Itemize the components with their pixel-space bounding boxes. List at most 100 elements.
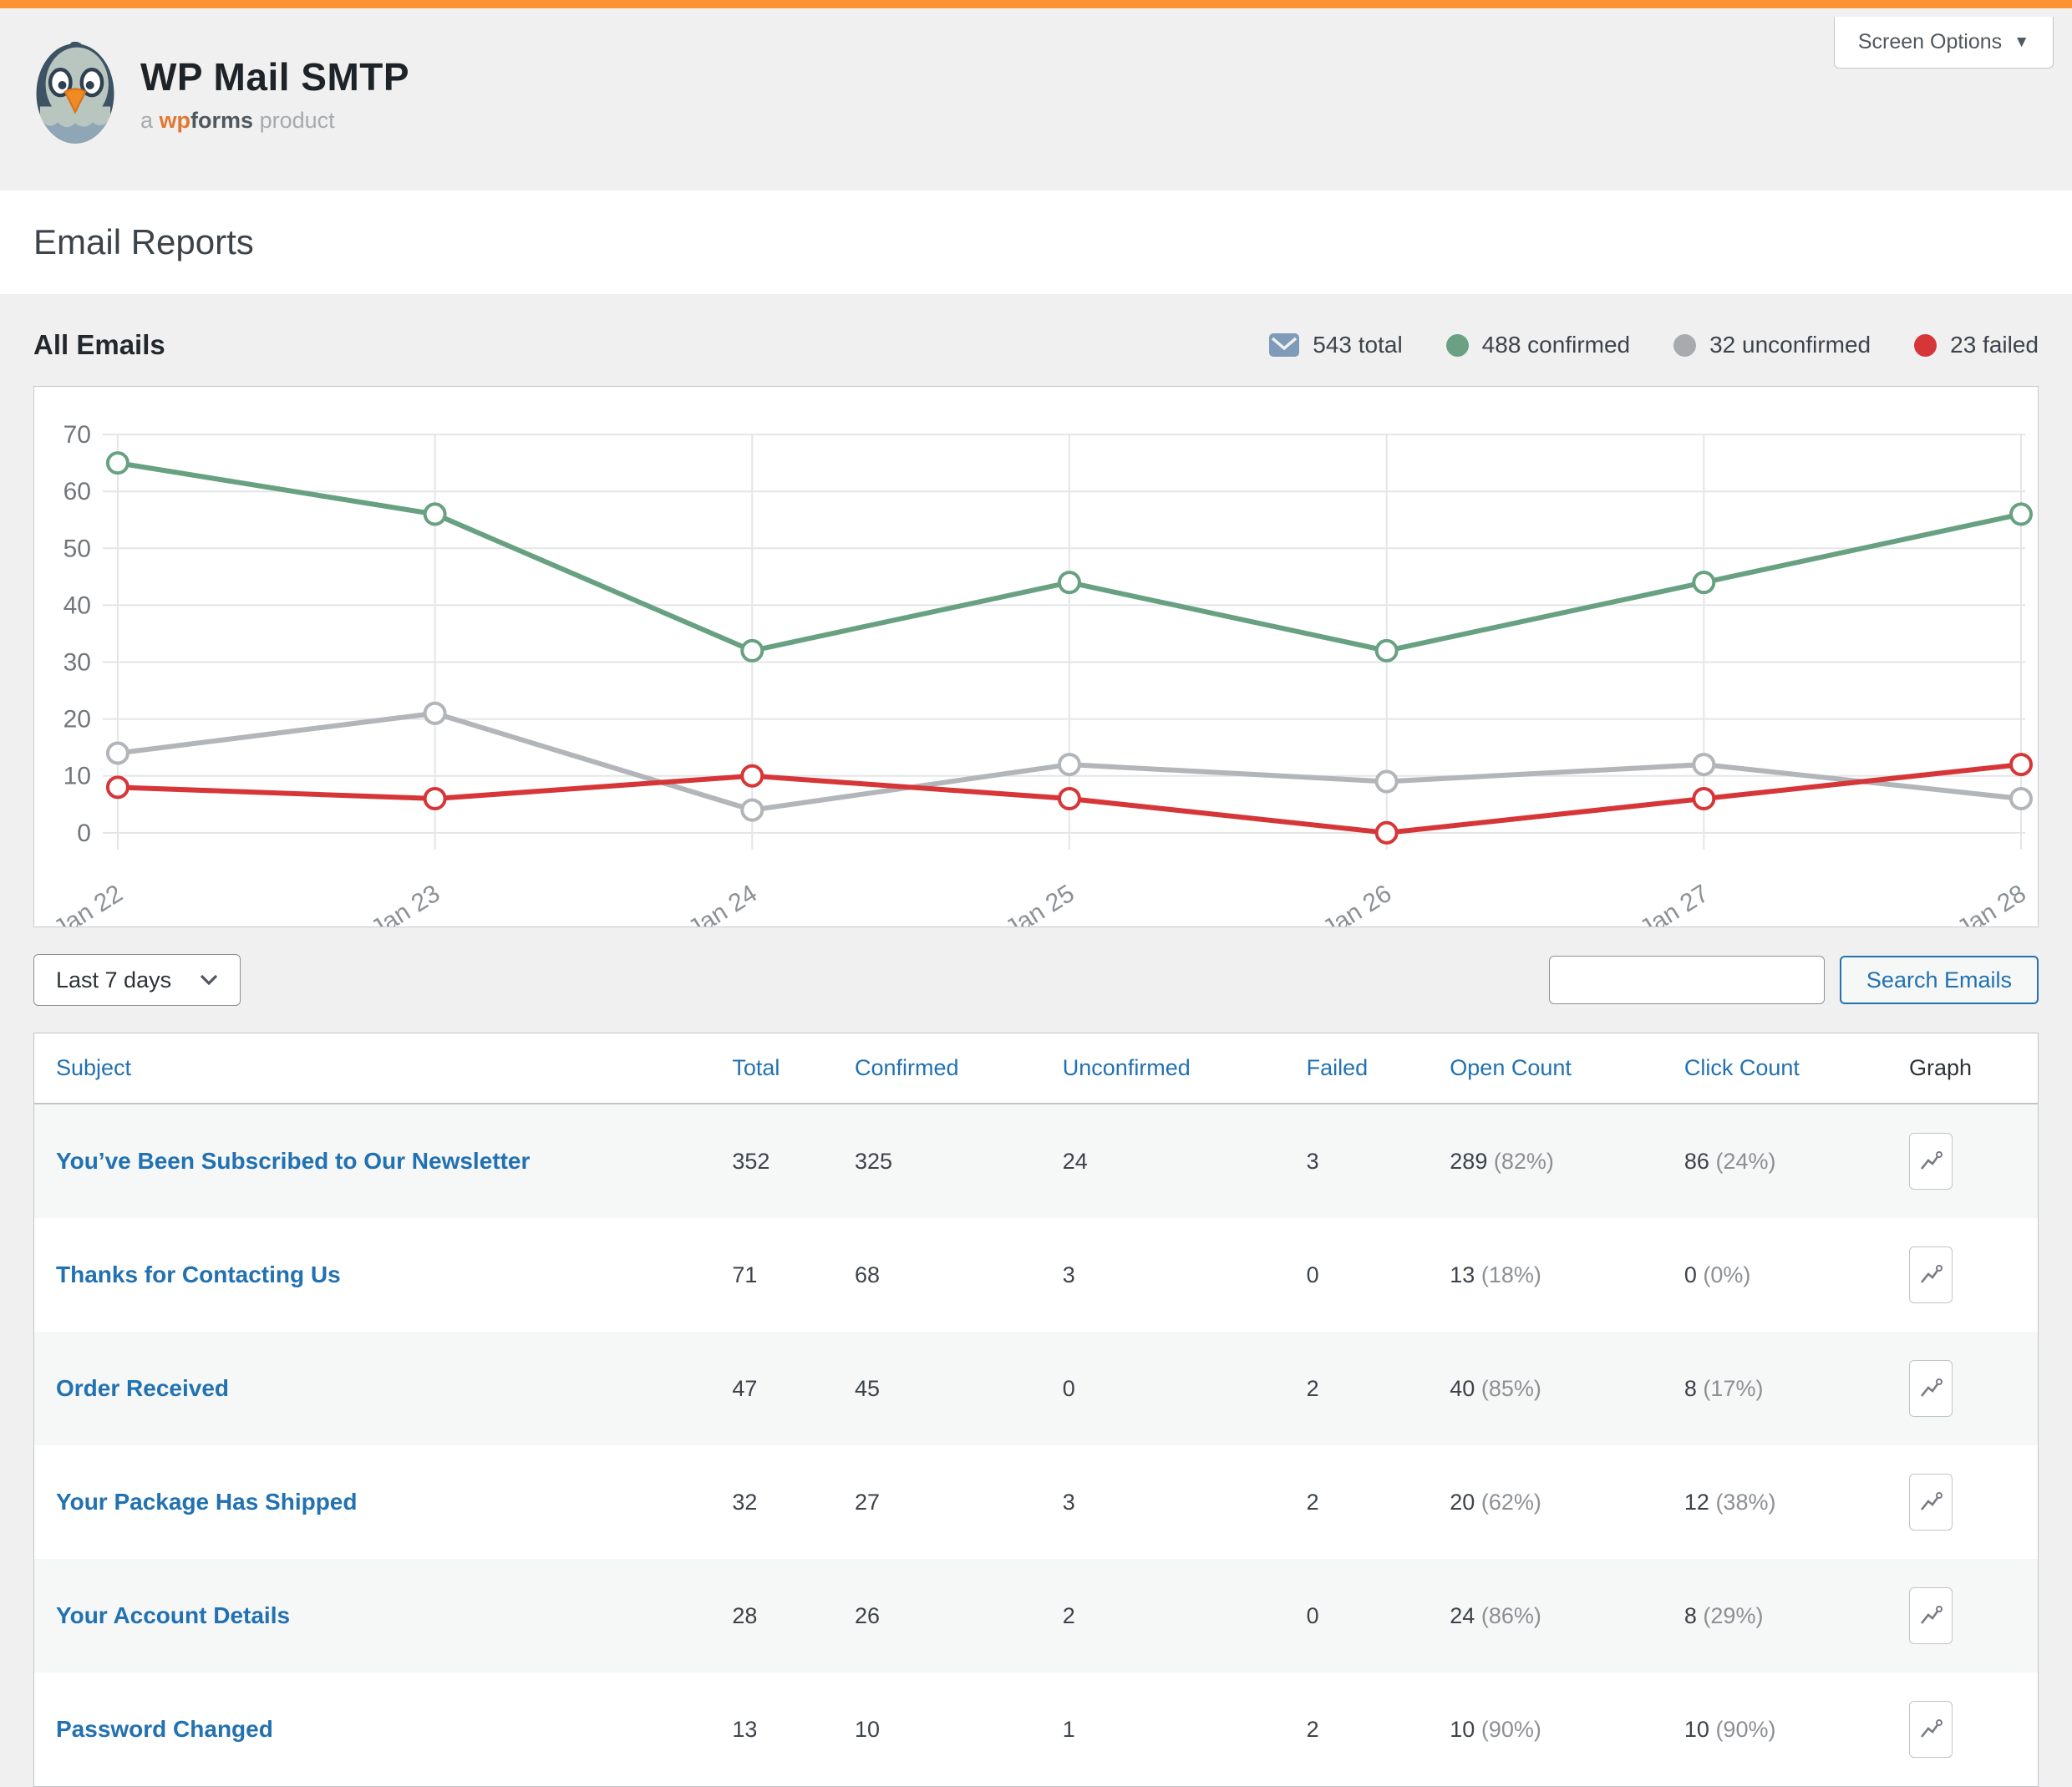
app-subtitle: a wpforms product — [140, 108, 409, 134]
open-count-value: 13 — [1450, 1262, 1475, 1287]
search-emails-button[interactable]: Search Emails — [1839, 956, 2039, 1004]
dot-icon — [1673, 333, 1697, 357]
subtitle-prefix: a — [140, 107, 154, 133]
cell-confirmed: 10 — [855, 1716, 881, 1742]
data-point-confirmed — [105, 451, 130, 475]
y-tick-label: 20 — [63, 706, 91, 734]
open-count-percent: (85%) — [1480, 1375, 1541, 1401]
y-tick-label: 70 — [63, 421, 91, 449]
legend-label: 32 unconfirmed — [1709, 332, 1871, 358]
column-header-click-count[interactable]: Click Count — [1667, 1033, 1893, 1104]
chevron-down-icon — [200, 974, 218, 986]
graph-button[interactable] — [1909, 1360, 1953, 1417]
cell-click-count: 8 (29%) — [1668, 1559, 1892, 1673]
column-header-failed[interactable]: Failed — [1289, 1033, 1434, 1104]
legend-item: 543 total — [1269, 332, 1403, 358]
data-point-confirmed — [1057, 571, 1081, 595]
cell-click-count: 10 (90%) — [1668, 1673, 1892, 1786]
email-subject-link[interactable]: Your Account Details — [56, 1602, 291, 1628]
chevron-down-icon: ▼ — [2014, 33, 2029, 51]
cell-graph — [1892, 1559, 2038, 1673]
cell-subject: Thanks for Contacting Us — [34, 1218, 715, 1332]
email-subject-link[interactable]: Password Changed — [56, 1716, 273, 1742]
graph-button[interactable] — [1909, 1587, 1953, 1644]
y-tick-label: 50 — [63, 535, 91, 562]
x-tick-label: Jan 28 — [1953, 880, 2031, 926]
column-header-subject[interactable]: Subject — [34, 1033, 716, 1104]
cell-confirmed: 68 — [855, 1262, 881, 1287]
email-subject-link[interactable]: You’ve Been Subscribed to Our Newsletter — [56, 1148, 531, 1174]
cell-unconfirmed: 2 — [1062, 1602, 1075, 1628]
date-range-value: Last 7 days — [56, 967, 172, 992]
open-count-percent: (62%) — [1480, 1489, 1541, 1515]
page-title-band: Email Reports — [0, 190, 2072, 294]
data-point-unconfirmed — [1692, 753, 1716, 777]
x-tick-label: Jan 22 — [49, 880, 128, 926]
cell-click-count: 8 (17%) — [1668, 1332, 1892, 1445]
cell-open-count: 20 (62%) — [1433, 1445, 1668, 1559]
cell-open-count: 13 (18%) — [1433, 1218, 1668, 1332]
email-reports-table: Subject Total Confirmed Unconfirmed Failed Op… — [34, 1033, 2038, 1786]
email-subject-link[interactable]: Your Package Has Shipped — [56, 1489, 358, 1515]
section-heading: All Emails — [33, 329, 165, 360]
cell-unconfirmed: 0 — [1062, 1375, 1075, 1401]
graph-button[interactable] — [1909, 1701, 1953, 1758]
data-point-unconfirmed — [2009, 786, 2034, 810]
cell-subject: You’ve Been Subscribed to Our Newsletter — [34, 1104, 715, 1218]
mail-icon — [1269, 333, 1300, 357]
cell-subject: Order Received — [34, 1332, 715, 1445]
top-accent-bar — [0, 0, 2072, 8]
wp-mail-smtp-logo — [33, 42, 117, 145]
data-point-failed — [1374, 820, 1399, 845]
table-row: Thanks for Contacting Us 71 68 3 0 13 (18%) 0 … — [34, 1218, 2038, 1332]
legend-item: 32 unconfirmed — [1673, 332, 1871, 358]
cell-open-count: 40 (85%) — [1433, 1332, 1668, 1445]
data-point-confirmed — [2009, 502, 2034, 526]
x-tick-label: Jan 27 — [1635, 880, 1714, 926]
line-chart-icon — [1921, 1265, 1943, 1283]
graph-button[interactable] — [1909, 1246, 1953, 1303]
dot-icon — [1445, 333, 1469, 357]
click-count-percent: (17%) — [1703, 1375, 1764, 1401]
graph-button[interactable] — [1909, 1133, 1953, 1190]
cell-failed: 2 — [1306, 1489, 1319, 1515]
column-header-total[interactable]: Total — [715, 1033, 839, 1104]
open-count-percent: (86%) — [1480, 1602, 1541, 1628]
screen-options-button[interactable]: Screen Options ▼ — [1833, 17, 2054, 69]
click-count-value: 10 — [1684, 1716, 1709, 1742]
app-title: WP Mail SMTP — [140, 54, 410, 99]
cell-click-count: 86 (24%) — [1668, 1104, 1892, 1218]
table-row: Password Changed 13 10 1 2 10 (90%) 10 (90%) — [34, 1673, 2038, 1786]
content: All Emails 543 total 488 confirmed 32 unco… — [0, 329, 2072, 1787]
email-subject-link[interactable]: Order Received — [56, 1375, 229, 1401]
legend-label: 488 confirmed — [1481, 332, 1631, 358]
open-count-percent: (90%) — [1480, 1716, 1541, 1742]
data-point-confirmed — [1692, 571, 1716, 595]
line-chart-icon — [1921, 1719, 1943, 1738]
graph-button[interactable] — [1909, 1474, 1953, 1531]
legend-label: 543 total — [1313, 332, 1403, 358]
search-input[interactable] — [1548, 956, 1825, 1004]
data-point-failed — [105, 775, 130, 800]
cell-click-count: 12 (38%) — [1668, 1445, 1892, 1559]
table-header-row: Subject Total Confirmed Unconfirmed Failed Op… — [34, 1033, 2038, 1104]
email-subject-link[interactable]: Thanks for Contacting Us — [56, 1262, 341, 1287]
cell-failed: 0 — [1306, 1602, 1319, 1628]
table-row: Order Received 47 45 0 2 40 (85%) 8 (17%) — [34, 1332, 2038, 1445]
cell-total: 352 — [732, 1148, 770, 1174]
data-point-confirmed — [740, 638, 764, 663]
open-count-value: 24 — [1450, 1602, 1475, 1628]
date-range-select[interactable]: Last 7 days — [33, 954, 241, 1006]
click-count-value: 8 — [1684, 1602, 1697, 1628]
click-count-value: 8 — [1684, 1375, 1697, 1401]
column-header-unconfirmed[interactable]: Unconfirmed — [1045, 1033, 1290, 1104]
legend-label: 23 failed — [1950, 332, 2039, 358]
legend-item: 488 confirmed — [1445, 332, 1631, 358]
cell-failed: 2 — [1306, 1716, 1319, 1742]
cell-unconfirmed: 3 — [1062, 1489, 1075, 1515]
column-header-confirmed[interactable]: Confirmed — [838, 1033, 1046, 1104]
column-header-graph: Graph — [1892, 1033, 2038, 1104]
column-header-open-count[interactable]: Open Count — [1433, 1033, 1668, 1104]
data-point-unconfirmed — [423, 701, 447, 725]
cell-graph — [1892, 1218, 2038, 1332]
